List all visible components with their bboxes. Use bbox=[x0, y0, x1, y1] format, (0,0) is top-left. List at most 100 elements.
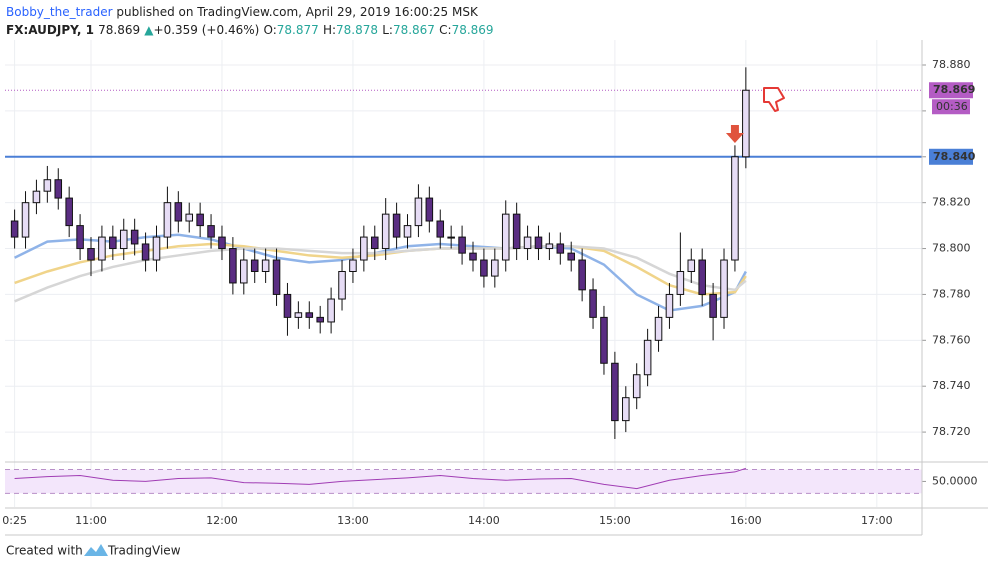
candle-body bbox=[578, 259, 586, 291]
o-value: 78.877 bbox=[277, 23, 319, 37]
x-tick-label: 11:00 bbox=[75, 514, 107, 527]
candle-body bbox=[709, 293, 717, 318]
candle-body bbox=[141, 243, 150, 261]
l-value: 78.867 bbox=[393, 23, 435, 37]
sell-signal bbox=[725, 125, 744, 144]
candle-body bbox=[163, 202, 172, 238]
candle-body bbox=[32, 190, 41, 204]
o-label: O: bbox=[263, 23, 276, 37]
plot-area: 0:25 11:00 12:00 13:00 14:00 15:00 16:00 17:00 7… bbox=[2, 40, 978, 527]
candle-body bbox=[676, 270, 685, 295]
logo bbox=[84, 544, 108, 556]
y-tick-label: 78.820 bbox=[932, 196, 971, 209]
candle-body bbox=[76, 225, 84, 250]
footer-created: Created with bbox=[6, 544, 83, 558]
candle-body bbox=[643, 339, 652, 376]
candle-body bbox=[185, 213, 194, 222]
price-tag-label: 78.840 bbox=[933, 150, 976, 163]
x-tick-label: 15:00 bbox=[599, 514, 631, 527]
symbol: FX:AUDJPY, 1 bbox=[6, 23, 94, 37]
x-tick-label: 14:00 bbox=[468, 514, 500, 527]
y-tick-label: 78.740 bbox=[932, 379, 971, 392]
candle-body bbox=[316, 316, 324, 323]
price: 78.869 bbox=[98, 23, 140, 37]
candle-body bbox=[98, 236, 106, 261]
rsi-line bbox=[14, 467, 747, 490]
up-icon: ▲ bbox=[144, 23, 154, 37]
price-tag bbox=[929, 148, 973, 165]
candle-body bbox=[742, 89, 750, 158]
h-label: H: bbox=[323, 23, 336, 37]
candle-body bbox=[305, 312, 314, 318]
candle-body bbox=[119, 229, 128, 250]
l-label: L: bbox=[382, 23, 393, 37]
footer-brand[interactable]: TradingView bbox=[107, 544, 181, 558]
candle-body bbox=[622, 397, 630, 422]
change: +0.359 (+0.46%) bbox=[154, 23, 260, 37]
c-value: 78.869 bbox=[452, 23, 494, 37]
candle-body bbox=[480, 259, 488, 277]
candle-body bbox=[196, 213, 204, 227]
candle-body bbox=[567, 252, 575, 261]
candle-body bbox=[370, 236, 379, 250]
candle-body bbox=[392, 213, 401, 238]
candle-body bbox=[414, 197, 423, 227]
y-tick-label: 78.720 bbox=[932, 425, 971, 438]
legend-line: FX:AUDJPY, 1 78.869 ▲+0.359 (+0.46%) O:7… bbox=[6, 23, 494, 37]
candle-body bbox=[436, 220, 445, 238]
candle-body bbox=[589, 289, 597, 318]
candle-body bbox=[218, 236, 226, 250]
candle-body bbox=[130, 229, 139, 245]
candle-body bbox=[109, 236, 117, 250]
thumbs-down-icon bbox=[763, 87, 785, 112]
candle-body bbox=[283, 293, 292, 318]
author[interactable]: Bobby_the_trader bbox=[6, 5, 113, 19]
candle-body bbox=[65, 197, 73, 227]
candle-body bbox=[687, 259, 696, 272]
candle-body bbox=[534, 236, 543, 250]
candle-body bbox=[523, 236, 532, 250]
x-tick-label: 17:00 bbox=[861, 514, 893, 527]
candle-body bbox=[720, 259, 728, 318]
candle-body bbox=[360, 236, 368, 261]
countdown-label: 00:36 bbox=[936, 100, 968, 113]
candle-body bbox=[403, 225, 412, 238]
candle-body bbox=[43, 179, 52, 192]
candle-body bbox=[250, 259, 259, 272]
candle-body bbox=[556, 243, 565, 254]
candle-body bbox=[458, 236, 466, 254]
candle-body bbox=[229, 248, 237, 284]
c-label: C: bbox=[439, 23, 451, 37]
y-tick-label: 78.880 bbox=[932, 58, 971, 71]
countdown-tag bbox=[932, 99, 970, 115]
x-tick-label: 12:00 bbox=[206, 514, 238, 527]
candle-body bbox=[698, 259, 706, 295]
y-tick-label: 78.760 bbox=[932, 333, 971, 346]
y-tick-label: 78.780 bbox=[932, 287, 971, 300]
candle-body bbox=[512, 213, 521, 250]
candle-body bbox=[327, 298, 335, 323]
candle-body bbox=[381, 213, 390, 250]
candle-body bbox=[87, 248, 95, 261]
candle-body bbox=[469, 252, 477, 261]
price-tag bbox=[929, 82, 973, 99]
candle-body bbox=[425, 197, 434, 222]
y-tick-label: 78.800 bbox=[932, 242, 971, 255]
candle-body bbox=[10, 220, 19, 238]
candle-body bbox=[207, 225, 215, 238]
candle-body bbox=[545, 243, 554, 250]
candle-body bbox=[152, 236, 161, 261]
rsi-band bbox=[5, 469, 922, 494]
candle-body bbox=[501, 213, 510, 261]
y-tick-label: 50.0000 bbox=[932, 474, 978, 487]
moving-average bbox=[14, 245, 747, 303]
header-line: Bobby_the_trader published on TradingVie… bbox=[6, 5, 479, 19]
x-tick-label: 0:25 bbox=[2, 514, 27, 527]
candle-body bbox=[349, 259, 357, 272]
moving-average bbox=[14, 233, 747, 312]
candle-body bbox=[665, 293, 674, 318]
candle-body bbox=[632, 374, 641, 399]
candle-body bbox=[261, 259, 270, 272]
candle-body bbox=[447, 236, 455, 239]
candle-body bbox=[294, 312, 303, 318]
